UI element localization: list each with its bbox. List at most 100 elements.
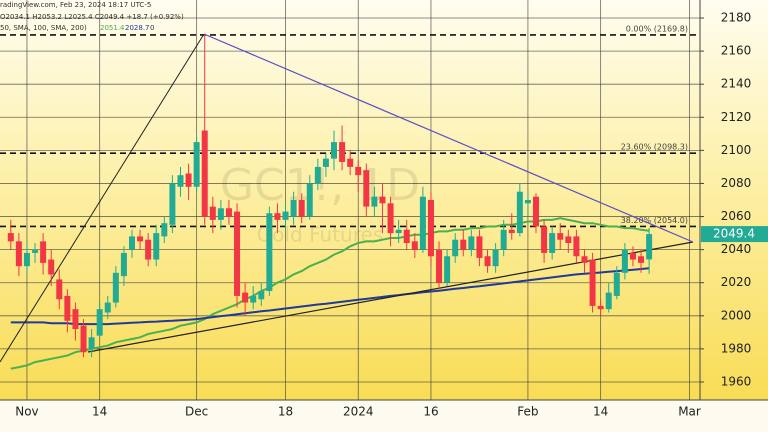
candle-body — [177, 175, 184, 187]
candle-body — [331, 142, 337, 159]
candle-body — [23, 252, 30, 267]
trendline — [0, 33, 205, 363]
indicator-extra: 0 — [150, 24, 154, 32]
candle-body — [581, 256, 588, 263]
axes: 1960 1980 2000 2020 2040 2060 2080 2100 2120 2140… — [15, 11, 768, 419]
candle-body — [516, 191, 523, 234]
candle-body — [605, 292, 612, 310]
x-tick-label: 18 — [278, 405, 293, 419]
candles — [7, 34, 653, 358]
candle-body — [40, 241, 47, 263]
candle-body — [549, 233, 556, 253]
candle-body — [565, 236, 572, 244]
candle-body — [137, 236, 144, 242]
candle-body — [209, 206, 216, 220]
candle-body — [395, 229, 402, 234]
y-tick-label: 2040 — [721, 242, 752, 256]
fib-label: 23.60% (2098.3) — [621, 143, 688, 152]
candle-body — [436, 249, 443, 283]
candle-body — [403, 229, 410, 244]
candle-body — [638, 256, 645, 263]
candle-body — [266, 213, 273, 291]
candle-body — [363, 170, 370, 207]
candle-body — [15, 241, 22, 267]
candle-body — [185, 173, 192, 187]
candle-body — [161, 223, 168, 237]
candle-body — [104, 302, 111, 313]
x-tick-label: Nov — [15, 405, 38, 419]
candle-body — [145, 239, 152, 260]
candle-body — [290, 200, 297, 217]
candle-body — [355, 166, 362, 176]
candle-body — [484, 256, 491, 267]
y-tick-label: 1960 — [721, 374, 752, 388]
header-source: radingView.com, Feb 23, 2024 18:17 UTC-5 — [0, 1, 151, 9]
candle-body — [225, 208, 232, 217]
candle-body — [48, 259, 55, 275]
candle-body — [112, 272, 119, 303]
candle-body — [557, 233, 564, 240]
candle-body — [234, 211, 241, 296]
y-tick-label: 2020 — [721, 275, 752, 289]
y-tick-label: 2180 — [721, 11, 752, 25]
candle-body — [613, 272, 620, 296]
x-tick-label: Dec — [185, 405, 208, 419]
x-tick-label: 14 — [593, 405, 608, 419]
y-tick-label: 2080 — [721, 176, 752, 190]
candle-body — [533, 196, 539, 227]
candle-body — [282, 211, 289, 220]
candle-body — [573, 236, 580, 257]
candle-body — [96, 309, 103, 336]
candle-body — [444, 256, 451, 283]
y-tick-label: 2100 — [721, 143, 752, 157]
sma-50-value: 2051.4 — [100, 24, 125, 32]
candle-body — [72, 309, 79, 330]
candle-body — [56, 279, 63, 300]
candle-body — [120, 252, 127, 277]
candle-body — [379, 196, 386, 204]
header-indicators: 50, SMA, 100, SMA, 200) — [0, 24, 87, 32]
candle-body — [306, 183, 313, 217]
x-tick-label: Mar — [678, 405, 701, 419]
candle-body — [387, 203, 394, 234]
candle-body — [476, 236, 483, 258]
candle-body — [80, 325, 87, 353]
candle-body — [258, 290, 265, 300]
x-axis-background — [0, 400, 768, 432]
candle-body — [468, 236, 475, 250]
candle-body — [314, 166, 321, 184]
candle-body — [508, 229, 515, 234]
y-tick-label: 2120 — [721, 110, 752, 124]
candle-body — [492, 249, 499, 267]
candle-body — [371, 196, 378, 207]
candle-body — [274, 213, 281, 220]
candle-body — [201, 130, 208, 217]
candle-body — [347, 158, 354, 167]
candle-body — [621, 249, 628, 273]
candle-body — [339, 142, 346, 162]
candle-body — [193, 142, 200, 187]
candle-body — [88, 337, 95, 349]
candle-body — [597, 305, 604, 310]
sma-200-value: 2028.7 — [125, 24, 150, 32]
candle-body — [217, 208, 224, 220]
candle-body — [541, 226, 548, 253]
last-price-label: 2049.4 — [713, 227, 755, 241]
candle-body — [427, 200, 434, 257]
candle-body — [524, 200, 531, 204]
candle-body — [7, 233, 14, 242]
candle-body — [411, 241, 418, 250]
sma-line — [10, 217, 650, 370]
fib-label: 0.00% (2169.8) — [626, 24, 688, 33]
trendline — [203, 33, 694, 243]
moving-averages — [10, 217, 650, 370]
candle-body — [64, 295, 71, 321]
y-tick-label: 2060 — [721, 209, 752, 223]
candle-body — [419, 196, 426, 250]
candle-body — [250, 295, 257, 303]
y-tick-label: 2160 — [721, 44, 752, 58]
y-tick-label: 2140 — [721, 77, 752, 91]
y-tick-label: 1980 — [721, 341, 752, 355]
candle-body — [500, 229, 507, 250]
